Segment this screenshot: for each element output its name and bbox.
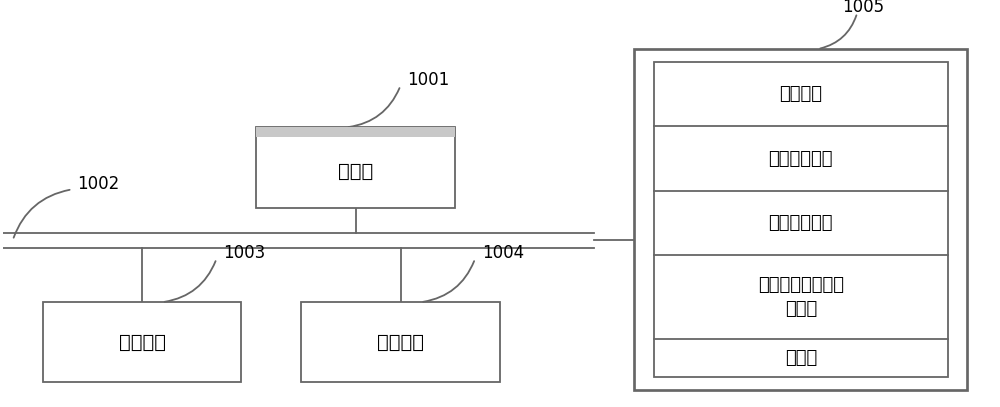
Text: 输入端口: 输入端口 — [119, 333, 166, 352]
Text: 1001: 1001 — [408, 71, 450, 89]
Bar — [256, 127, 455, 208]
Text: 1003: 1003 — [224, 244, 266, 262]
Bar — [654, 62, 948, 377]
Text: 1002: 1002 — [77, 175, 120, 193]
Text: 输出端口: 输出端口 — [377, 333, 424, 352]
Text: 处理器: 处理器 — [338, 162, 373, 181]
Text: 应用程序模块: 应用程序模块 — [769, 214, 833, 232]
Bar — [43, 302, 241, 382]
Bar — [256, 127, 455, 137]
Text: 网络通信模块: 网络通信模块 — [769, 150, 833, 168]
Text: 界面显示及属性转
换程序: 界面显示及属性转 换程序 — [758, 276, 844, 318]
Text: 1004: 1004 — [482, 244, 524, 262]
Bar — [634, 49, 967, 389]
Text: 存储器: 存储器 — [785, 349, 817, 367]
Bar — [301, 302, 500, 382]
Text: 操作系统: 操作系统 — [779, 85, 822, 103]
Text: 1005: 1005 — [842, 0, 884, 16]
